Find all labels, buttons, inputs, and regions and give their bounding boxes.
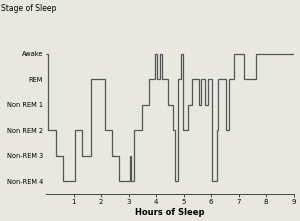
Text: Stage of Sleep: Stage of Sleep: [2, 4, 57, 13]
X-axis label: Hours of Sleep: Hours of Sleep: [135, 208, 205, 217]
